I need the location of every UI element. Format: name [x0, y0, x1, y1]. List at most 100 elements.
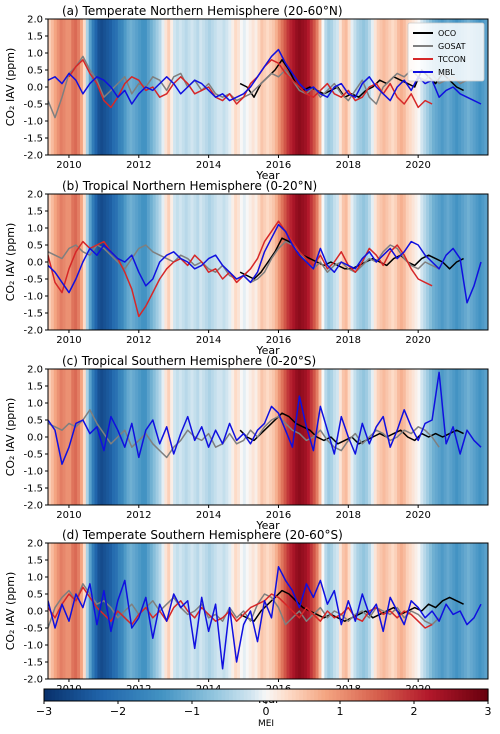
mei-stripe: [100, 369, 104, 505]
mei-stripe: [158, 19, 163, 155]
mei-stripe: [205, 194, 209, 330]
mei-stripe: [114, 543, 119, 679]
mei-stripe: [152, 19, 157, 155]
mei-stripe: [173, 369, 177, 505]
mei-stripe: [283, 543, 288, 679]
mei-stripe: [455, 543, 459, 679]
colorbar-segment: [44, 689, 49, 701]
mei-stripe: [149, 194, 154, 330]
colorbar-segment: [158, 689, 163, 701]
colorbar-segment: [369, 689, 374, 701]
mei-stripe: [175, 19, 180, 155]
mei-stripe: [429, 543, 433, 679]
mei-stripe: [431, 369, 436, 505]
mei-stripe: [213, 19, 218, 155]
colorbar-segment: [180, 689, 186, 701]
mei-stripe: [443, 19, 448, 155]
mei-stripe: [77, 543, 81, 679]
mei-stripe: [414, 543, 419, 679]
colorbar-segment: [484, 689, 489, 701]
mei-stripe: [146, 194, 151, 330]
mei-stripe: [251, 19, 256, 155]
y-tick-label: -1.5: [23, 658, 43, 669]
colorbar-segment: [236, 689, 241, 701]
y-tick-label: 0.5: [27, 590, 43, 601]
colorbar-segment: [395, 689, 400, 701]
colorbar-segment: [121, 689, 126, 701]
mei-stripe: [234, 19, 238, 155]
mei-stripe: [126, 194, 131, 330]
mei-stripe: [402, 369, 407, 505]
y-axis-label: CO₂ IAV (ppm): [4, 398, 17, 477]
colorbar-segment: [118, 689, 123, 701]
mei-stripe: [260, 19, 264, 155]
mei-stripe: [210, 194, 215, 330]
mei-stripe: [266, 19, 270, 155]
mei-stripe: [155, 19, 160, 155]
mei-stripe: [167, 194, 171, 330]
mei-stripe: [50, 543, 55, 679]
mei-stripe: [466, 543, 471, 679]
colorbar-segment: [62, 689, 67, 701]
mei-stripe: [216, 543, 221, 679]
mei-stripe: [190, 543, 195, 679]
mei-stripe: [493, 543, 497, 679]
mei-stripe: [213, 543, 218, 679]
mei-stripe: [431, 543, 436, 679]
mei-stripe: [138, 194, 142, 330]
mei-stripe: [190, 369, 195, 505]
colorbar-segment: [77, 689, 82, 701]
colorbar-segment: [177, 689, 182, 701]
mei-stripe: [231, 19, 235, 155]
mei-stripe: [283, 369, 288, 505]
panel-title: (d) Temperate Southern Hemisphere (20-60…: [62, 528, 343, 542]
y-tick-label: -0.5: [23, 100, 43, 111]
colorbar-segment: [284, 689, 289, 701]
x-tick-label: 2020: [405, 160, 430, 171]
series-lines: [48, 371, 482, 465]
series-lines: [48, 220, 482, 318]
mei-stripe: [286, 194, 291, 330]
mei-stripe: [251, 194, 256, 330]
mei-stripe: [434, 543, 439, 679]
colorbar-segment: [362, 689, 367, 701]
mei-stripe: [82, 543, 87, 679]
mei-stripe: [402, 19, 407, 155]
mei-stripe: [152, 369, 157, 505]
mei-stripe: [237, 369, 241, 505]
mei-stripe: [71, 543, 75, 679]
mei-stripe: [344, 369, 349, 505]
series-line-tccon: [68, 59, 433, 109]
mei-stripe: [496, 19, 500, 155]
mei-stripe: [85, 194, 90, 330]
colorbar-segment: [343, 689, 348, 701]
colorbar-segment: [291, 689, 297, 701]
y-tick-label: -1.0: [23, 117, 43, 128]
y-tick-label: -0.5: [23, 275, 43, 286]
mei-stripe: [50, 369, 55, 505]
mei-stripe: [242, 194, 247, 330]
mei-stripe: [303, 19, 308, 155]
colorbar-segment: [125, 689, 130, 701]
mei-stripe: [207, 543, 212, 679]
mei-stripe: [120, 543, 125, 679]
mei-stripe: [56, 194, 61, 330]
mei-stripe: [254, 194, 259, 330]
mei-stripe: [461, 543, 465, 679]
mei-stripe: [379, 19, 384, 155]
mei-stripe: [207, 194, 212, 330]
mei-stripe: [88, 369, 93, 505]
mei-stripe: [362, 19, 366, 155]
mei-stripe: [53, 369, 58, 505]
mei-stripe: [426, 543, 430, 679]
mei-stripe: [463, 194, 468, 330]
mei-stripe: [399, 194, 404, 330]
y-tick-label: 1.0: [27, 49, 43, 60]
mei-stripe: [478, 543, 483, 679]
mei-stripe: [458, 369, 462, 505]
mei-stripe: [303, 543, 308, 679]
colorbar-segment: [232, 689, 237, 701]
colorbar-segment: [73, 689, 78, 701]
mei-stripe: [228, 19, 232, 155]
